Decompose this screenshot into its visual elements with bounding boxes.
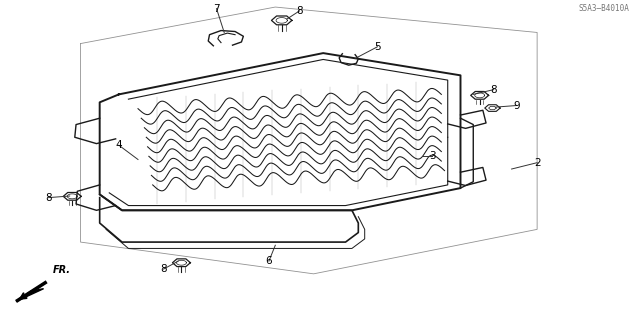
Polygon shape [16, 289, 44, 301]
Text: 8: 8 [160, 264, 167, 274]
Text: 2: 2 [534, 158, 540, 168]
Text: 4: 4 [116, 140, 122, 150]
Text: 6: 6 [266, 256, 272, 266]
Text: 8: 8 [296, 6, 303, 16]
Text: 9: 9 [513, 100, 520, 110]
Text: 5: 5 [374, 42, 381, 52]
Text: 3: 3 [429, 151, 436, 161]
Text: 8: 8 [490, 85, 497, 95]
Text: 7: 7 [213, 4, 220, 14]
Text: FR.: FR. [53, 265, 71, 275]
Text: 8: 8 [45, 193, 52, 203]
Text: S5A3—B4010A: S5A3—B4010A [579, 4, 630, 13]
